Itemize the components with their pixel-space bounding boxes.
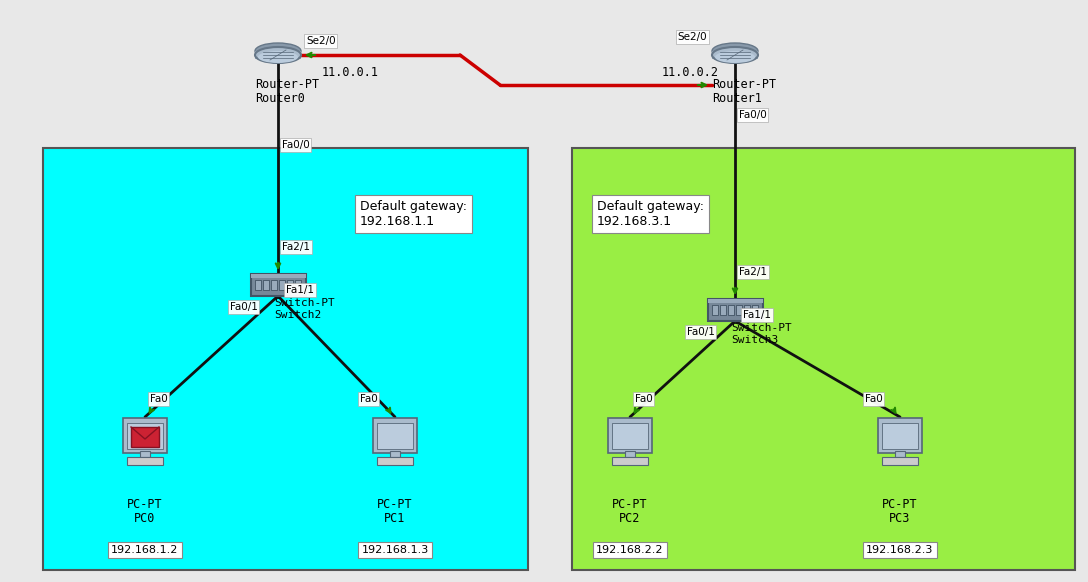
Bar <box>728 305 734 315</box>
Bar <box>708 299 763 303</box>
Text: PC3: PC3 <box>889 512 911 524</box>
Bar <box>378 457 413 465</box>
Bar <box>878 418 922 453</box>
Bar <box>712 51 758 59</box>
Bar <box>127 457 163 465</box>
Text: 192.168.2.3: 192.168.2.3 <box>866 545 934 555</box>
Text: Router-PT: Router-PT <box>255 79 319 91</box>
Bar <box>895 451 905 457</box>
Text: PC0: PC0 <box>134 512 156 524</box>
Text: PC-PT: PC-PT <box>127 499 163 512</box>
Text: Switch-PT: Switch-PT <box>731 323 792 333</box>
Ellipse shape <box>255 47 301 63</box>
Text: Switch3: Switch3 <box>731 335 778 345</box>
Text: Switch2: Switch2 <box>274 310 321 320</box>
Text: Fa0/1: Fa0/1 <box>687 327 715 337</box>
Ellipse shape <box>255 43 301 59</box>
Text: Fa0: Fa0 <box>150 394 168 404</box>
Bar <box>744 305 750 315</box>
Bar <box>251 274 306 278</box>
Text: PC-PT: PC-PT <box>882 499 918 512</box>
Bar <box>255 51 301 59</box>
Text: Router1: Router1 <box>712 91 762 105</box>
Ellipse shape <box>258 51 298 63</box>
Bar <box>752 305 758 315</box>
Bar <box>255 280 261 290</box>
Text: Fa0/0: Fa0/0 <box>282 140 310 150</box>
Bar <box>127 423 163 449</box>
Text: Default gateway:
192.168.1.1: Default gateway: 192.168.1.1 <box>360 200 467 228</box>
Text: Fa0: Fa0 <box>635 394 653 404</box>
Bar <box>882 457 918 465</box>
Text: Se2/0: Se2/0 <box>678 32 707 42</box>
Text: Fa0/0: Fa0/0 <box>739 110 767 120</box>
Bar <box>251 274 306 296</box>
Bar <box>123 418 166 453</box>
Bar <box>882 423 918 449</box>
Text: PC1: PC1 <box>384 512 406 524</box>
Text: Fa0/1: Fa0/1 <box>230 302 258 312</box>
Text: PC-PT: PC-PT <box>613 499 647 512</box>
Text: Fa0: Fa0 <box>865 394 882 404</box>
Bar <box>608 418 652 453</box>
Text: Default gateway:
192.168.3.1: Default gateway: 192.168.3.1 <box>597 200 704 228</box>
Text: Fa2/1: Fa2/1 <box>739 267 767 277</box>
Text: 192.168.1.2: 192.168.1.2 <box>111 545 178 555</box>
Bar <box>735 305 742 315</box>
Bar <box>378 423 413 449</box>
Bar <box>572 148 1075 570</box>
Text: Switch-PT: Switch-PT <box>274 298 335 308</box>
Bar <box>611 457 648 465</box>
Bar <box>390 451 400 457</box>
Bar <box>712 305 718 315</box>
Text: 11.0.0.2: 11.0.0.2 <box>662 66 718 79</box>
Text: Router-PT: Router-PT <box>712 79 776 91</box>
Bar <box>720 305 726 315</box>
Bar <box>708 299 763 321</box>
Bar <box>271 280 277 290</box>
Bar <box>287 280 293 290</box>
Text: Fa0: Fa0 <box>360 394 378 404</box>
Bar <box>140 451 150 457</box>
Bar <box>625 451 635 457</box>
Text: 192.168.1.3: 192.168.1.3 <box>361 545 429 555</box>
Bar <box>611 423 648 449</box>
Text: 11.0.0.1: 11.0.0.1 <box>321 66 379 79</box>
Ellipse shape <box>712 43 758 59</box>
Text: Fa1/1: Fa1/1 <box>743 310 771 320</box>
Bar <box>295 280 301 290</box>
Ellipse shape <box>715 51 755 63</box>
Text: PC2: PC2 <box>619 512 641 524</box>
Text: PC-PT: PC-PT <box>378 499 412 512</box>
Bar <box>373 418 417 453</box>
Bar <box>279 280 285 290</box>
Ellipse shape <box>712 47 758 63</box>
Text: Router0: Router0 <box>255 91 305 105</box>
Text: 192.168.2.2: 192.168.2.2 <box>596 545 664 555</box>
Bar <box>131 427 159 447</box>
Bar <box>44 148 528 570</box>
Text: Fa2/1: Fa2/1 <box>282 242 310 252</box>
Bar <box>263 280 269 290</box>
Text: Fa1/1: Fa1/1 <box>286 285 314 295</box>
Text: Se2/0: Se2/0 <box>306 36 335 46</box>
